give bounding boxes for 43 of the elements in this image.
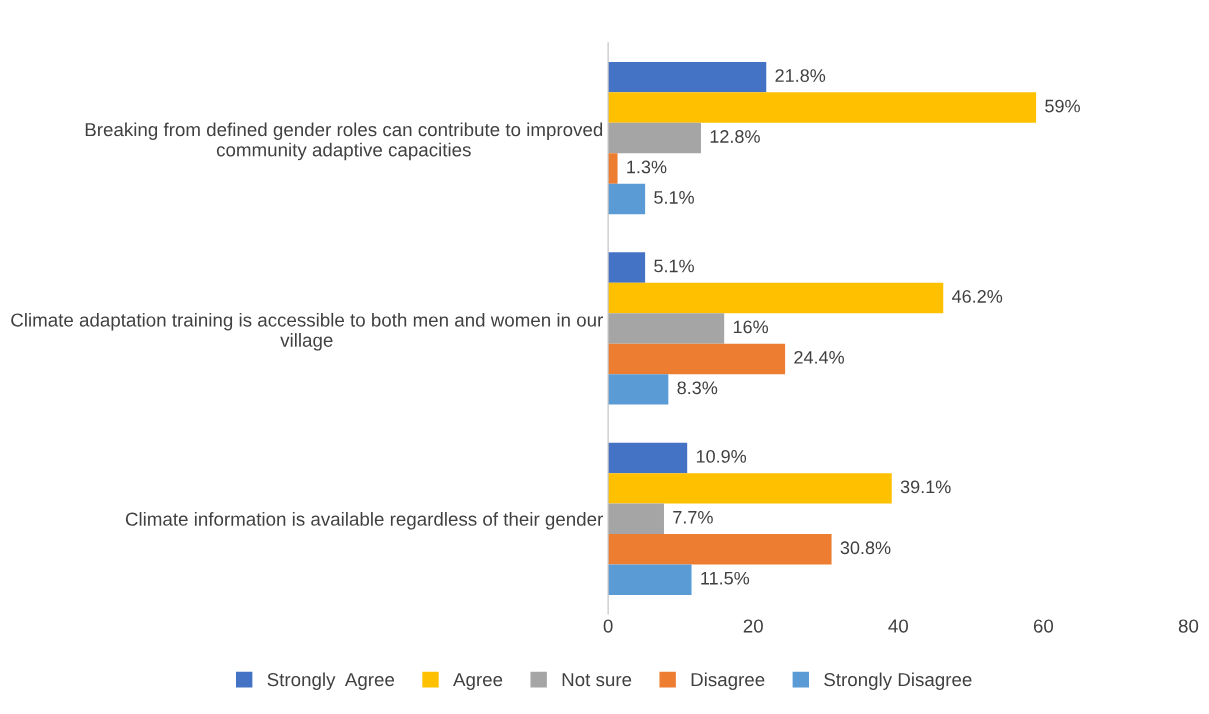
data-label: 21.8% [775, 69, 826, 82]
data-label: 46.2% [952, 290, 1003, 303]
bar [608, 313, 725, 344]
y-tick-label: Climate adaptation training is accessible to both men and women in our village [11, 312, 603, 351]
y-tick-label: Climate information is available regardless of their gender [125, 512, 603, 530]
legend-label: Disagree [691, 672, 765, 690]
data-label: 5.1% [654, 259, 694, 273]
legend-label: Strongly Agree [267, 672, 395, 690]
legend-label: Agree [453, 673, 503, 690]
bar [608, 252, 646, 283]
bar [608, 92, 1037, 123]
x-tick-label: 0 [603, 619, 613, 633]
data-label: 59% [1045, 99, 1080, 113]
bar [608, 282, 944, 314]
x-tick-label: 60 [1033, 619, 1054, 633]
data-label: 30.8% [840, 541, 891, 555]
bar [608, 153, 618, 184]
legend-label: Strongly Disagree [824, 672, 972, 690]
y-tick-label: Breaking from defined gender roles can contribute to improved community adaptive capacities [85, 122, 603, 161]
bar [608, 534, 832, 565]
data-label: 7.7% [673, 510, 713, 524]
data-label: 11.5% [701, 571, 750, 585]
data-label: 39.1% [900, 480, 951, 494]
data-label: 12.8% [710, 130, 760, 143]
bar [608, 564, 692, 595]
data-label: 24.4% [794, 350, 845, 364]
x-tick-label: 20 [743, 619, 763, 633]
data-label: 1.3% [627, 160, 667, 174]
bar [608, 122, 701, 154]
x-tick-label: 40 [888, 619, 908, 633]
bar [608, 61, 767, 93]
bar [608, 473, 892, 504]
data-label: 5.1% [654, 191, 694, 204]
legend-label: Not sure [562, 673, 632, 687]
bar [608, 374, 669, 405]
data-label: 16% [733, 320, 769, 334]
bar [608, 442, 688, 474]
bar [608, 183, 646, 215]
data-label: 8.3% [677, 381, 718, 395]
x-tick-label: 80 [1178, 619, 1199, 633]
bar [608, 503, 664, 535]
data-label: 10.9% [696, 449, 747, 463]
bar [608, 343, 786, 375]
